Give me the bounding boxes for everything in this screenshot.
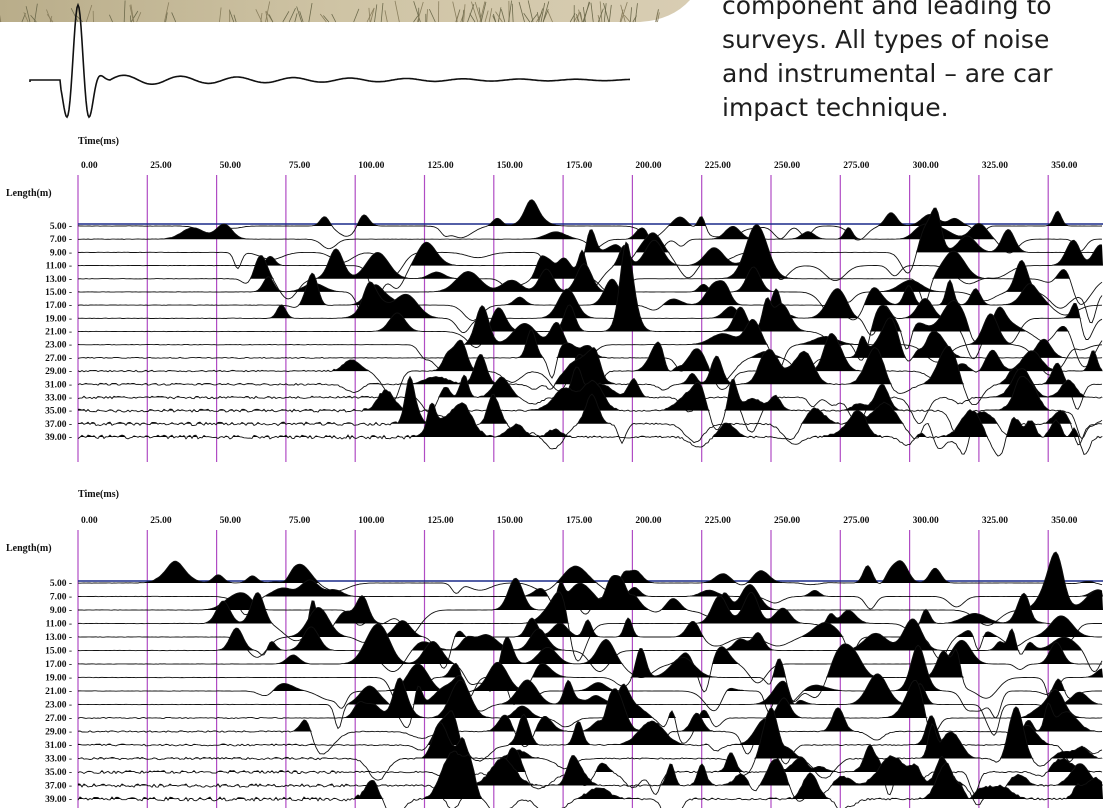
trace-line [78,561,1102,594]
seismogram-panel: Time(ms) Length(m) 0.00 25.00 50.00 75.00 100.… [6,136,1103,462]
time-tick-label: 300.00 [913,161,939,171]
time-tick-label: 100.00 [358,161,384,171]
length-tick-label: 11.00 - [46,620,72,630]
length-tick-label: 5.00 - [50,222,72,232]
time-tick-label: 225.00 [705,161,731,171]
length-tick-label: 33.00 - [45,755,72,765]
page: component and leading to surveys. All typ… [0,0,1103,808]
time-tick-label: 175.00 [566,161,592,171]
length-tick-label: 5.00 - [50,579,72,589]
screenshot: component and leading to surveys. All typ… [0,0,1103,808]
time-tick-label: 75.00 [289,161,311,171]
time-tick-label: 250.00 [774,161,800,171]
time-tick-label: 125.00 [428,516,454,526]
time-tick-label: 250.00 [774,516,800,526]
time-tick-label: 0.00 [81,161,98,171]
length-tick-label: 7.00 - [50,235,72,245]
trace-line [78,674,1102,736]
time-tick-label: 25.00 [150,516,172,526]
paragraph: component and leading to surveys. All typ… [722,0,1053,122]
time-tick-label: 100.00 [358,516,384,526]
seismograms: Time(ms) Length(m) 0.00 25.00 50.00 75.00 100.… [6,136,1103,808]
length-tick-label: 23.00 - [45,341,72,351]
time-tick-label: 300.00 [913,516,939,526]
length-tick-label: 39.00 - [45,433,72,443]
length-tick-label: 19.00 - [45,674,72,684]
time-tick-label: 325.00 [982,161,1008,171]
time-tick-label: 350.00 [1051,516,1077,526]
length-tick-label: 21.00 - [45,328,72,338]
time-tick-label: 50.00 [220,516,242,526]
length-tick-label: 27.00 - [45,714,72,724]
paragraph-line: and instrumental – are car [722,59,1053,88]
time-axis-label: Time(ms) [78,136,119,147]
paragraph-line: component and leading to [722,0,1052,20]
length-tick-label: 11.00 - [46,262,72,272]
length-tick-label: 31.00 - [45,741,72,751]
length-tick-label: 21.00 - [45,687,72,697]
length-tick-label: 17.00 - [45,301,72,311]
time-tick-label: 0.00 [81,516,98,526]
length-tick-label: 31.00 - [45,380,72,390]
length-tick-label: 35.00 - [45,768,72,778]
time-axis-label: Time(ms) [78,489,119,500]
length-tick-label: 9.00 - [50,248,72,258]
time-tick-label: 150.00 [497,161,523,171]
length-tick-label: 7.00 - [50,593,72,603]
paragraph-line: surveys. All types of noise [722,25,1049,54]
length-tick-label: 39.00 - [45,795,72,805]
seismogram-panel: Time(ms) Length(m) 0.00 25.00 50.00 75.00 100.… [6,489,1103,808]
trace-fill [78,346,1103,384]
length-tick-label: 19.00 - [45,314,72,324]
time-tick-label: 325.00 [982,516,1008,526]
length-tick-label: 37.00 - [45,782,72,792]
time-tick-label: 200.00 [635,161,661,171]
length-tick-label: 17.00 - [45,660,72,670]
time-tick-label: 125.00 [428,161,454,171]
length-tick-label: 35.00 - [45,407,72,417]
length-tick-label: 29.00 - [45,728,72,738]
length-tick-label: 33.00 - [45,393,72,403]
time-tick-label: 150.00 [497,516,523,526]
length-axis-label: Length(m) [6,188,52,199]
length-tick-label: 15.00 - [45,288,72,298]
trace-fill [78,200,1103,226]
time-tick-label: 75.00 [289,516,311,526]
length-tick-label: 23.00 - [45,701,72,711]
length-tick-label: 29.00 - [45,367,72,377]
length-tick-label: 15.00 - [45,647,72,657]
length-tick-label: 37.00 - [45,420,72,430]
time-tick-label: 350.00 [1051,161,1077,171]
time-tick-label: 200.00 [635,516,661,526]
time-tick-label: 275.00 [843,516,869,526]
length-tick-label: 27.00 - [45,354,72,364]
time-tick-label: 25.00 [150,161,172,171]
trace-fill [78,561,1103,583]
time-tick-label: 225.00 [705,516,731,526]
length-tick-label: 9.00 - [50,606,72,616]
time-tick-label: 50.00 [220,161,242,171]
paragraph-line: impact technique. [722,93,949,122]
length-axis-label: Length(m) [6,543,52,554]
length-tick-label: 13.00 - [45,633,72,643]
time-tick-label: 275.00 [843,161,869,171]
trace-fill [78,689,1103,732]
time-tick-label: 175.00 [566,516,592,526]
length-tick-label: 13.00 - [45,275,72,285]
